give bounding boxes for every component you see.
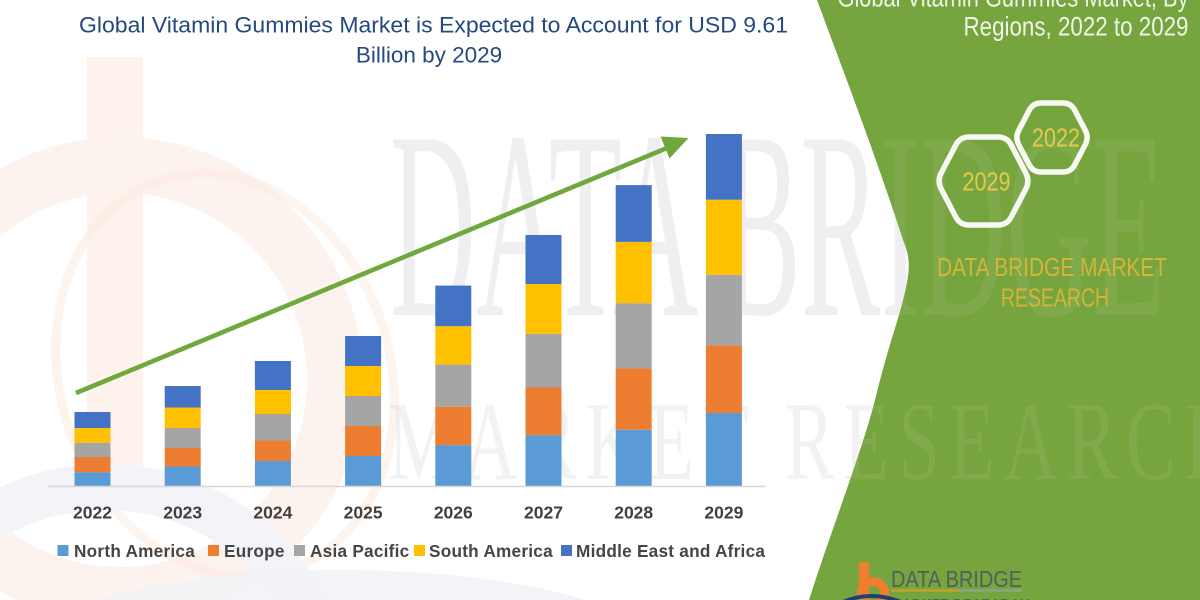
svg-text:Global Vitamin Gummies Market,: Global Vitamin Gummies Market, By: [838, 0, 1189, 13]
svg-text:South America: South America: [429, 541, 553, 561]
svg-text:2028: 2028: [614, 503, 653, 523]
svg-text:DATA BRIDGE: DATA BRIDGE: [891, 566, 1022, 592]
svg-text:2025: 2025: [344, 503, 383, 523]
svg-text:Asia Pacific: Asia Pacific: [310, 541, 410, 561]
svg-text:DATA BRIDGE MARKET: DATA BRIDGE MARKET: [937, 252, 1167, 282]
svg-text:2022: 2022: [73, 503, 112, 523]
svg-text:Europe: Europe: [224, 541, 285, 561]
svg-text:2029: 2029: [704, 503, 743, 523]
svg-text:Global Vitamin Gummies Market: Global Vitamin Gummies Market is Expecte…: [79, 13, 788, 38]
svg-text:Billion by 2029: Billion by 2029: [356, 43, 502, 68]
svg-text:2029: 2029: [963, 167, 1011, 197]
svg-text:Middle East and Africa: Middle East and Africa: [576, 541, 765, 561]
svg-text:2027: 2027: [524, 503, 563, 523]
svg-text:RESEARCH: RESEARCH: [1001, 283, 1109, 313]
svg-text:Regions, 2022 to 2029: Regions, 2022 to 2029: [964, 12, 1189, 42]
svg-text:2024: 2024: [253, 503, 292, 523]
svg-text:2023: 2023: [163, 503, 202, 523]
svg-text:2026: 2026: [434, 503, 473, 523]
svg-text:North America: North America: [74, 541, 195, 561]
svg-text:2022: 2022: [1032, 123, 1080, 153]
svg-text:MARKET RESEARCH: MARKET RESEARCH: [891, 597, 1030, 600]
